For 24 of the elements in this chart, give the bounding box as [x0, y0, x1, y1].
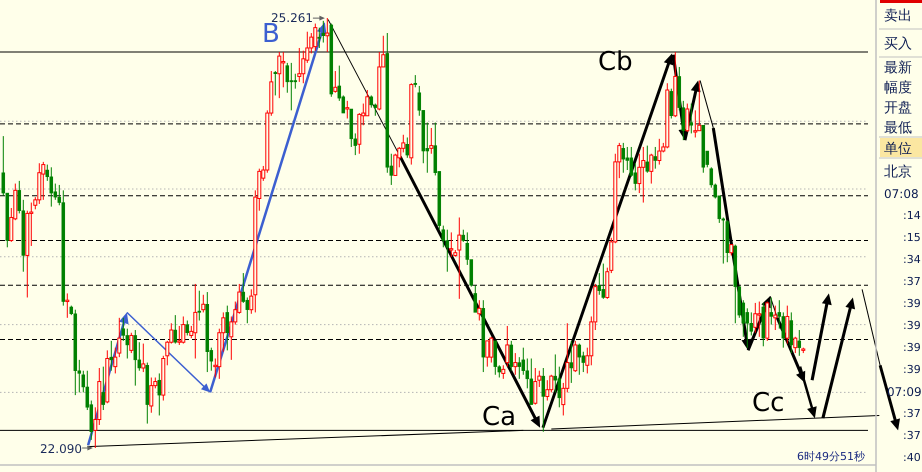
- annotation: 开盘: [884, 100, 912, 116]
- text: :37: [903, 429, 921, 442]
- text: :39: [903, 363, 921, 376]
- text: :40: [903, 451, 921, 464]
- annotation: 最新: [884, 60, 912, 76]
- annotation: Ca: [482, 402, 516, 432]
- annotation: 卖出: [884, 8, 912, 24]
- annotation: 幅度: [884, 80, 912, 96]
- annotation: 单位: [884, 141, 912, 157]
- text: :34: [903, 253, 921, 266]
- annotation: 北京: [884, 164, 912, 180]
- annotation: Cc: [752, 388, 784, 418]
- text: :39: [903, 341, 921, 354]
- annotation: 买入: [884, 36, 912, 52]
- text: :39: [903, 319, 921, 332]
- annotation: 最低: [884, 120, 912, 136]
- text: :37: [903, 275, 921, 288]
- annotation: 22.090: [40, 442, 82, 456]
- text: :14: [903, 209, 921, 222]
- text: :39: [903, 297, 921, 310]
- annotation: 07:08: [884, 187, 919, 201]
- text: :15: [903, 231, 921, 244]
- text: 6时49分51秒: [797, 450, 865, 463]
- text: :37: [903, 407, 921, 420]
